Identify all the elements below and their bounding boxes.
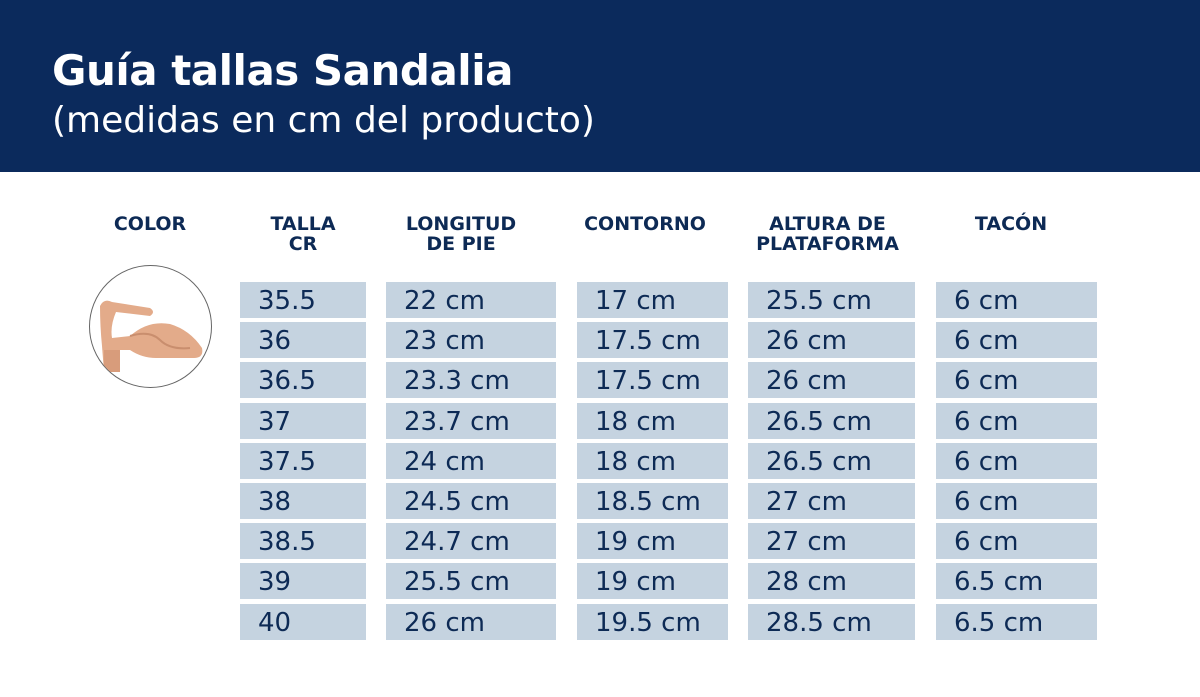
cell-tacon: 6 cm <box>936 523 1097 560</box>
column-header-contorno: CONTORNO <box>584 213 706 235</box>
sandal-icon <box>100 300 203 372</box>
cell-contorno: 17 cm <box>577 282 728 318</box>
cell-contorno: 17.5 cm <box>577 362 728 399</box>
column-header-line: CR <box>288 233 318 255</box>
cell-tacon: 6 cm <box>936 483 1097 519</box>
page-subtitle: (medidas en cm del producto) <box>52 100 595 141</box>
column-header-line: TALLA <box>270 213 336 235</box>
column-header-line: LONGITUD <box>405 213 517 235</box>
cell-longitud: 23 cm <box>386 322 556 359</box>
cell-talla: 37 <box>240 402 366 439</box>
cell-contorno: 17.5 cm <box>577 322 728 359</box>
cell-tacon: 6.5 cm <box>936 603 1097 640</box>
cell-longitud: 23.3 cm <box>386 362 556 399</box>
column-header-line: DE PIE <box>426 233 496 255</box>
cell-longitud: 26 cm <box>386 603 556 640</box>
cell-altura: 28.5 cm <box>748 603 915 640</box>
cell-talla: 35.5 <box>240 282 366 318</box>
sandal-image <box>89 265 212 388</box>
cell-tacon: 6 cm <box>936 442 1097 479</box>
cell-contorno: 19 cm <box>577 563 728 600</box>
cell-altura: 26 cm <box>748 322 915 359</box>
column-header-tacon: TACÓN <box>974 213 1048 235</box>
cell-tacon: 6 cm <box>936 402 1097 439</box>
cell-contorno: 19 cm <box>577 523 728 560</box>
cell-tacon: 6 cm <box>936 282 1097 318</box>
cell-longitud: 24 cm <box>386 442 556 479</box>
cell-talla: 37.5 <box>240 442 366 479</box>
cell-contorno: 18 cm <box>577 442 728 479</box>
cell-tacon: 6 cm <box>936 362 1097 399</box>
cell-altura: 26.5 cm <box>748 442 915 479</box>
page-title: Guía tallas Sandalia <box>52 46 513 95</box>
cell-altura: 27 cm <box>748 483 915 519</box>
cell-tacon: 6 cm <box>936 322 1097 359</box>
cell-contorno: 18.5 cm <box>577 483 728 519</box>
cell-longitud: 24.7 cm <box>386 523 556 560</box>
column-header-altura: ALTURA DE PLATAFORMA <box>740 214 915 254</box>
column-header-color: COLOR <box>113 213 187 235</box>
cell-contorno: 18 cm <box>577 402 728 439</box>
header-banner: Guía tallas Sandalia (medidas en cm del … <box>0 0 1200 172</box>
cell-longitud: 24.5 cm <box>386 483 556 519</box>
column-header-line: PLATAFORMA <box>756 233 899 255</box>
cell-altura: 26 cm <box>748 362 915 399</box>
cell-longitud: 22 cm <box>386 282 556 318</box>
cell-altura: 28 cm <box>748 563 915 600</box>
cell-talla: 39 <box>240 563 366 600</box>
column-header-talla: TALLA CR <box>240 214 366 254</box>
cell-altura: 25.5 cm <box>748 282 915 318</box>
cell-tacon: 6.5 cm <box>936 563 1097 600</box>
cell-talla: 38.5 <box>240 523 366 560</box>
cell-talla: 40 <box>240 603 366 640</box>
column-header-line: ALTURA DE <box>769 213 886 235</box>
cell-talla: 38 <box>240 483 366 519</box>
cell-talla: 36 <box>240 322 366 359</box>
cell-contorno: 19.5 cm <box>577 603 728 640</box>
column-header-longitud: LONGITUD DE PIE <box>386 214 536 254</box>
cell-longitud: 23.7 cm <box>386 402 556 439</box>
cell-longitud: 25.5 cm <box>386 563 556 600</box>
cell-altura: 26.5 cm <box>748 402 915 439</box>
cell-altura: 27 cm <box>748 523 915 560</box>
cell-talla: 36.5 <box>240 362 366 399</box>
